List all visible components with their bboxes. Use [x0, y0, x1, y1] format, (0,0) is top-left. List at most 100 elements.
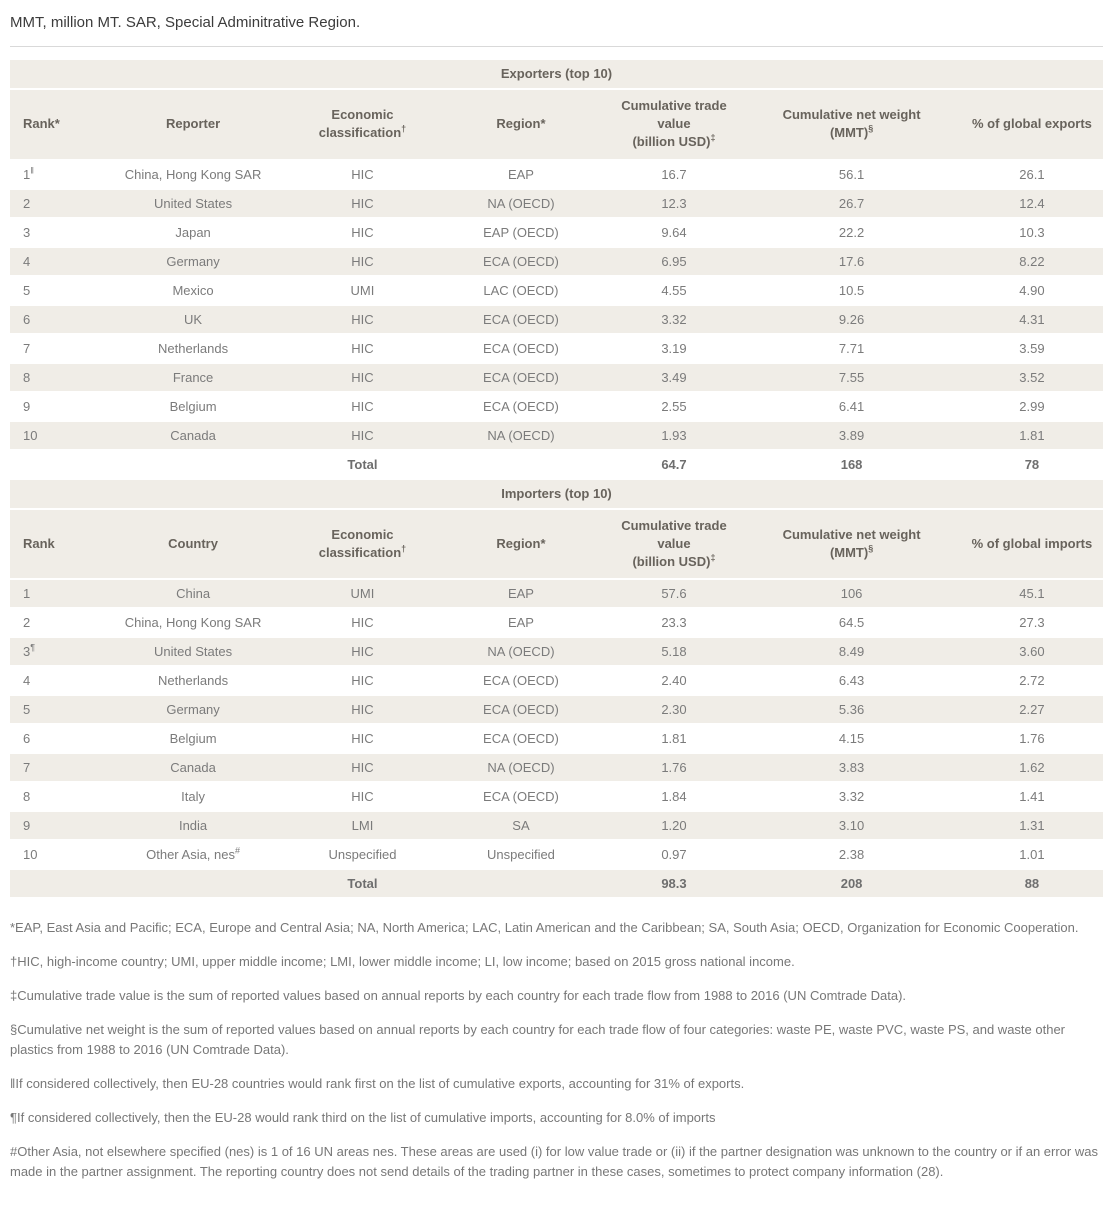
name-cell: United States [97, 637, 289, 668]
table-row: 10 Canada HIC NA (OECD) 1.93 3.89 1.81 [10, 420, 1103, 451]
table-row: 6 Belgium HIC ECA (OECD) 1.81 4.15 1.76 [10, 724, 1103, 755]
table-row: 6 UK HIC ECA (OECD) 3.32 9.26 4.31 [10, 304, 1103, 335]
trade-value-cell: 1.76 [605, 753, 743, 784]
region-cell: LAC (OECD) [436, 275, 606, 306]
region-cell: Unspecified [436, 840, 606, 871]
total-rank-cell [10, 869, 98, 900]
region-cell: ECA (OECD) [436, 782, 606, 813]
econ-class-cell: LMI [288, 811, 437, 842]
name-cell: Italy [97, 782, 289, 813]
footnote-trade-value: ‡Cumulative trade value is the sum of re… [10, 988, 907, 1004]
footnotes: *EAP, East Asia and Pacific; ECA, Europe… [10, 918, 1103, 1182]
pct-global-cell: 2.27 [960, 695, 1103, 726]
net-weight-cell: 2.38 [742, 840, 961, 871]
region-cell: ECA (OECD) [436, 391, 606, 422]
footnote-eu28-imports: ¶If considered collectively, then the EU… [10, 1110, 716, 1126]
column-header-rank: Rank [10, 509, 98, 581]
name-cell: Canada [97, 420, 289, 451]
column-header-region: Region* [436, 509, 606, 581]
table-row: 9 India LMI SA 1.20 3.10 1.31 [10, 811, 1103, 842]
pct-global-cell: 1.62 [960, 753, 1103, 784]
total-trade-value-cell: 98.3 [605, 869, 743, 900]
table-row: 9 Belgium HIC ECA (OECD) 2.55 6.41 2.99 [10, 391, 1103, 422]
column-header-region: Region* [436, 90, 606, 161]
trade-value-cell: 1.84 [605, 782, 743, 813]
footnote-regions: *EAP, East Asia and Pacific; ECA, Europe… [10, 920, 1079, 936]
pct-global-cell: 1.31 [960, 811, 1103, 842]
pct-global-cell: 27.3 [960, 608, 1103, 639]
pct-global-cell: 3.60 [960, 637, 1103, 668]
rank-cell: 3¶ [10, 637, 98, 668]
column-header-trade: Cumulative trade value (billion USD)‡ [605, 509, 743, 581]
pct-global-cell: 3.59 [960, 333, 1103, 364]
name-cell: France [97, 362, 289, 393]
econ-class-cell: HIC [288, 304, 437, 335]
exporters-table: Rank* Reporter Economic classification† Reg… [10, 90, 1103, 480]
net-weight-cell: 3.83 [742, 753, 961, 784]
region-cell: NA (OECD) [436, 753, 606, 784]
rank-cell: 2 [10, 188, 98, 219]
table-row: 8 France HIC ECA (OECD) 3.49 7.55 3.52 [10, 362, 1103, 393]
econ-class-cell: HIC [288, 724, 437, 755]
trade-value-cell: 9.64 [605, 217, 743, 248]
net-weight-cell: 56.1 [742, 159, 961, 190]
footnote-net-weight: §Cumulative net weight is the sum of rep… [10, 1022, 1066, 1058]
rank-cell: 3 [10, 217, 98, 248]
rank-cell: 7 [10, 333, 98, 364]
total-pct-global-cell: 78 [960, 449, 1103, 480]
total-region-cell [436, 449, 606, 480]
name-cell: United States [97, 188, 289, 219]
net-weight-cell: 7.55 [742, 362, 961, 393]
table-row: 2 United States HIC NA (OECD) 12.3 26.7 12.4 [10, 188, 1103, 219]
econ-class-cell: HIC [288, 637, 437, 668]
importers-section-title: Importers (top 10) [501, 485, 612, 501]
econ-class-cell: HIC [288, 362, 437, 393]
rank-cell: 2 [10, 608, 98, 639]
trade-value-cell: 1.93 [605, 420, 743, 451]
rank-cell: 7 [10, 753, 98, 784]
econ-class-cell: HIC [288, 188, 437, 219]
pct-global-cell: 10.3 [960, 217, 1103, 248]
total-row: Total 98.3 208 88 [10, 869, 1103, 900]
trade-value-cell: 4.55 [605, 275, 743, 306]
importers-section-header: Importers (top 10) [10, 479, 1103, 508]
trade-value-cell: 5.18 [605, 637, 743, 668]
region-cell: ECA (OECD) [436, 724, 606, 755]
region-cell: EAP [436, 159, 606, 190]
table-row: 3¶ United States HIC NA (OECD) 5.18 8.49 3.60 [10, 637, 1103, 668]
rank-cell: 4 [10, 246, 98, 277]
header-row: Rank* Reporter Economic classification† Reg… [10, 90, 1103, 161]
pct-global-cell: 1.01 [960, 840, 1103, 871]
rank-cell: 4 [10, 666, 98, 697]
net-weight-cell: 7.71 [742, 333, 961, 364]
trade-value-cell: 2.55 [605, 391, 743, 422]
name-cell: India [97, 811, 289, 842]
rank-cell: 1 [10, 579, 98, 610]
econ-class-cell: HIC [288, 666, 437, 697]
econ-class-cell: HIC [288, 391, 437, 422]
trade-value-cell: 16.7 [605, 159, 743, 190]
table-row: 10 Other Asia, nes# Unspecified Unspecified… [10, 840, 1103, 871]
column-header-pct: % of global exports [960, 90, 1103, 161]
column-header-rank: Rank* [10, 90, 98, 161]
footnote-income: †HIC, high-income country; UMI, upper mi… [10, 954, 795, 970]
column-header-pct: % of global imports [960, 509, 1103, 581]
econ-class-cell: UMI [288, 275, 437, 306]
pct-global-cell: 1.76 [960, 724, 1103, 755]
trade-value-cell: 6.95 [605, 246, 743, 277]
name-cell: China [97, 579, 289, 610]
region-cell: ECA (OECD) [436, 362, 606, 393]
footnote-other-asia: #Other Asia, not elsewhere specified (ne… [10, 1144, 1098, 1180]
column-header-country: Country [97, 509, 289, 581]
column-header-econ: Economic classification† [288, 509, 437, 581]
name-cell: Netherlands [97, 666, 289, 697]
econ-class-cell: HIC [288, 420, 437, 451]
econ-class-cell: UMI [288, 579, 437, 610]
econ-class-cell: HIC [288, 608, 437, 639]
column-header-econ: Economic classification† [288, 90, 437, 161]
name-cell: Netherlands [97, 333, 289, 364]
total-label-cell: Total [288, 869, 437, 900]
rank-cell: 9 [10, 811, 98, 842]
importers-table: Rank Country Economic classification† Regio… [10, 509, 1103, 900]
